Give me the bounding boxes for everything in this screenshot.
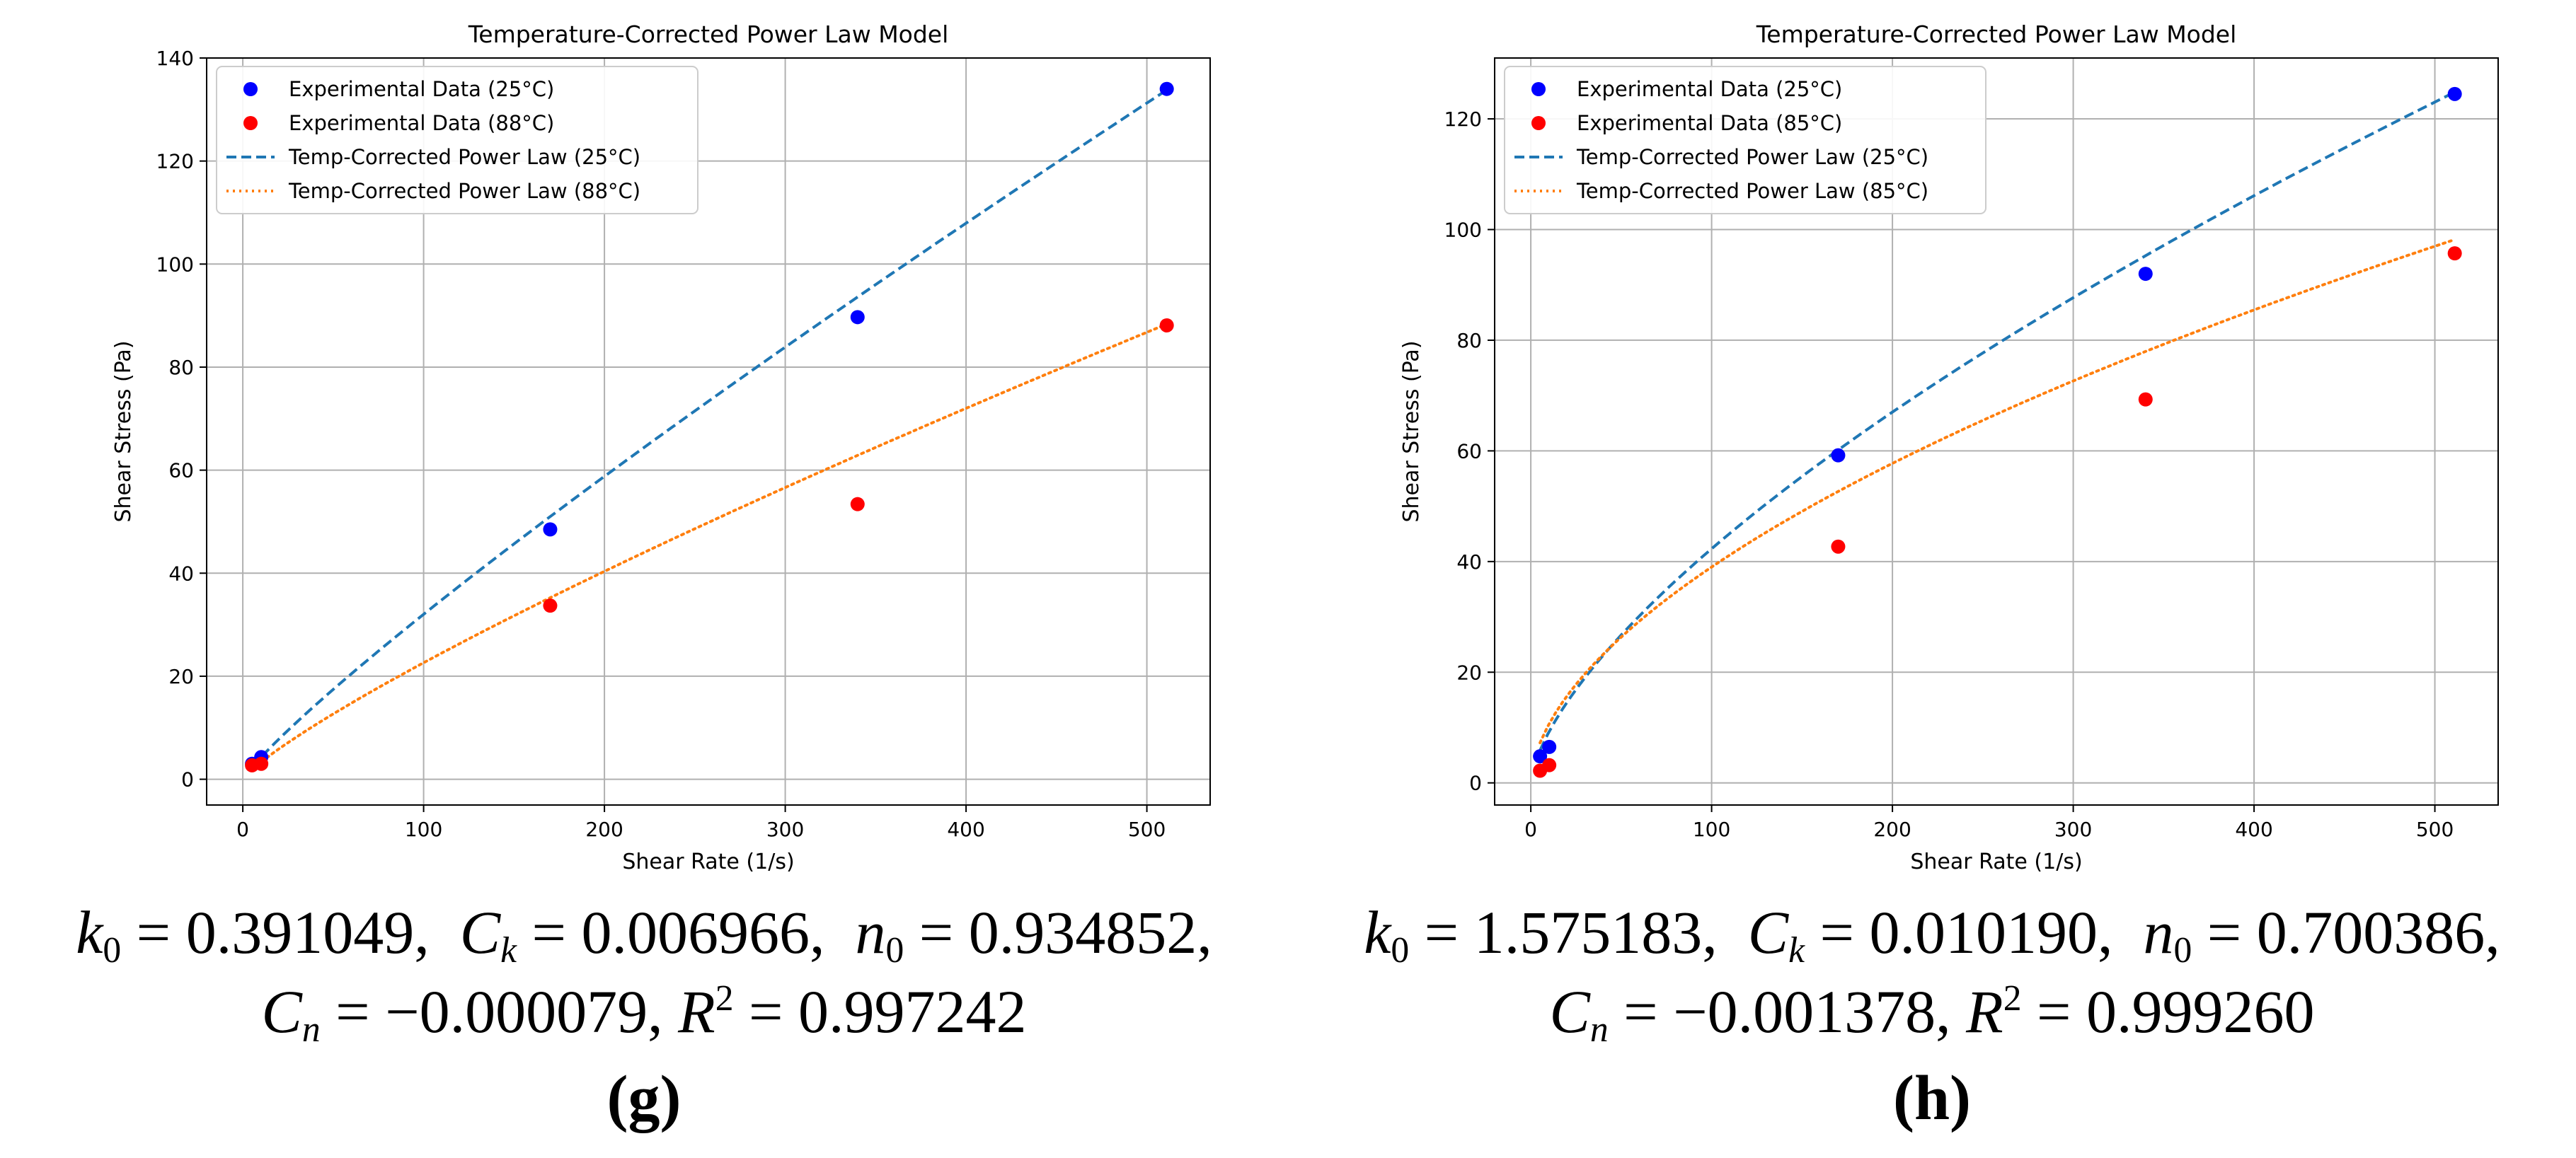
cn-value: −0.000079, — [385, 978, 663, 1046]
caption-g-params-line2: Cn = −0.000079, R2 = 0.997242 — [261, 978, 1027, 1050]
y-tick-label: 60 — [1456, 439, 1482, 463]
data-point — [543, 598, 558, 613]
x-axis-label: Shear Rate (1/s) — [1910, 850, 2082, 874]
plot-frame — [206, 57, 1211, 806]
chart-title: Temperature-Corrected Power Law Model — [1756, 21, 2237, 48]
data-point — [2138, 267, 2153, 282]
legend-label: Experimental Data (25°C) — [289, 77, 554, 101]
r2-value: 0.999260 — [2086, 978, 2315, 1046]
legend-label: Temp-Corrected Power Law (85°C) — [1576, 179, 1928, 203]
plot-frame — [1494, 57, 2499, 806]
x-axis-label: Shear Rate (1/s) — [622, 850, 794, 874]
x-tick-label: 0 — [236, 818, 249, 841]
legend-marker — [243, 82, 258, 96]
model-curve — [251, 88, 1168, 768]
x-tick-label: 500 — [1128, 818, 1166, 841]
legend-label: Experimental Data (25°C) — [1577, 77, 1842, 101]
k0-value: 0.391049 — [185, 898, 415, 966]
legend-marker — [1531, 82, 1546, 96]
legend-marker — [243, 116, 258, 130]
x-tick-label: 200 — [585, 818, 623, 841]
x-tick-label: 200 — [1873, 818, 1911, 841]
legend-label: Temp-Corrected Power Law (25°C) — [1576, 145, 1928, 169]
data-point — [1542, 739, 1557, 754]
data-point — [2138, 392, 2153, 407]
n0-value: 0.700386, — [2256, 898, 2500, 966]
caption-h-params-line2: Cn = −0.001378, R2 = 0.999260 — [1549, 978, 2315, 1050]
model-curve — [1539, 238, 2456, 745]
y-axis-label: Shear Stress (Pa) — [1399, 340, 1424, 522]
r2-value: 0.997242 — [798, 978, 1027, 1046]
data-point — [1159, 318, 1174, 332]
y-tick-label: 60 — [168, 459, 194, 482]
data-point — [1831, 539, 1846, 554]
x-tick-label: 100 — [405, 818, 442, 841]
y-tick-label: 40 — [168, 562, 194, 585]
y-tick-label: 0 — [1469, 772, 1482, 795]
caption-g-params-line1: k0 = 0.391049, Ck = 0.006966, n0 = 0.934… — [76, 898, 1212, 971]
y-tick-label: 80 — [1456, 329, 1482, 352]
data-point — [1542, 758, 1557, 772]
panel-label-g: (g) — [606, 1063, 682, 1133]
chart-h: 0 100 200 300 400 500 0 20 40 60 80 100 120 Temperatu… — [1399, 21, 2499, 874]
chart-g: 0 100 200 300 400 500 0 20 40 60 80 100 120 140 Temper… — [111, 21, 1211, 874]
y-tick-label: 20 — [168, 665, 194, 688]
legend-label: Temp-Corrected Power Law (25°C) — [288, 145, 640, 169]
cn-value: −0.001378, — [1673, 978, 1951, 1046]
data-point — [2447, 246, 2462, 261]
y-tick-label: 100 — [156, 253, 194, 276]
ck-value: 0.010190 — [1869, 898, 2098, 966]
model-curve — [1539, 91, 2456, 751]
data-point — [2447, 86, 2462, 101]
data-point — [543, 522, 558, 537]
x-tick-label: 400 — [947, 818, 984, 841]
y-tick-label: 40 — [1456, 550, 1482, 574]
legend-box — [216, 66, 698, 214]
data-point — [850, 497, 865, 511]
y-tick-label: 0 — [181, 768, 194, 792]
k0-value: 1.575183 — [1473, 898, 1703, 966]
data-point — [1831, 448, 1846, 463]
chart-title: Temperature-Corrected Power Law Model — [468, 21, 949, 48]
caption-h-params-line1: k0 = 1.575183, Ck = 0.010190, n0 = 0.700… — [1364, 898, 2500, 971]
x-tick-label: 400 — [2235, 818, 2272, 841]
panel-label-h: (h) — [1893, 1063, 1971, 1133]
n0-value: 0.934852, — [968, 898, 1212, 966]
y-tick-label: 100 — [1444, 218, 1482, 241]
x-tick-label: 500 — [2416, 818, 2454, 841]
x-tick-label: 300 — [766, 818, 804, 841]
y-tick-label: 120 — [1444, 108, 1482, 131]
y-axis-label: Shear Stress (Pa) — [111, 340, 136, 522]
y-tick-label: 140 — [156, 47, 194, 70]
x-tick-label: 0 — [1524, 818, 1537, 841]
legend-marker — [1531, 116, 1546, 130]
data-point — [254, 756, 269, 771]
x-tick-label: 300 — [2054, 818, 2092, 841]
legend-label: Experimental Data (88°C) — [289, 111, 554, 135]
y-tick-label: 80 — [168, 356, 194, 379]
x-tick-label: 100 — [1693, 818, 1730, 841]
model-curve — [251, 323, 1168, 771]
data-point — [1159, 81, 1174, 96]
ck-value: 0.006966 — [581, 898, 810, 966]
legend-box — [1504, 66, 1986, 214]
data-point — [850, 310, 865, 325]
data-point — [1533, 749, 1548, 764]
y-tick-label: 120 — [156, 150, 194, 173]
legend-label: Experimental Data (85°C) — [1577, 111, 1842, 135]
y-tick-label: 20 — [1456, 661, 1482, 684]
legend-label: Temp-Corrected Power Law (88°C) — [288, 179, 640, 203]
